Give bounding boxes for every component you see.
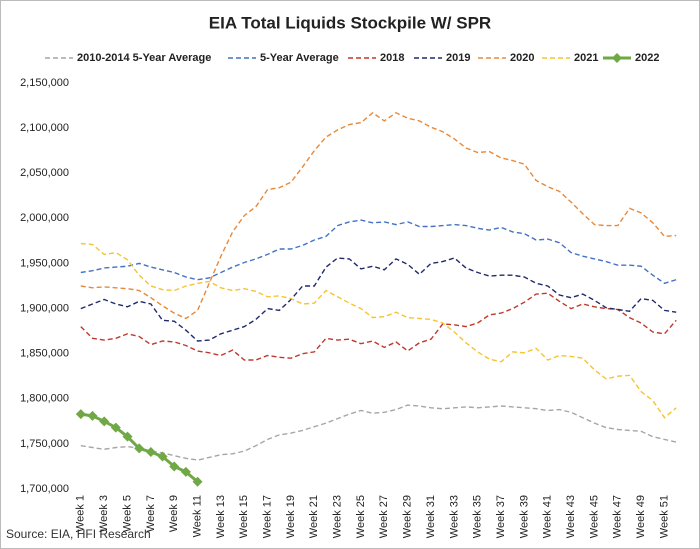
x-tick-label: Week 13 <box>215 495 227 538</box>
data-point <box>157 451 168 462</box>
y-tick-label: 2,150,000 <box>20 77 69 89</box>
data-point <box>134 443 145 454</box>
x-tick-label: Week 9 <box>168 495 180 532</box>
data-point <box>110 422 121 433</box>
data-point <box>87 410 98 421</box>
series-line <box>80 219 677 285</box>
data-point <box>180 466 191 477</box>
y-tick-label: 2,000,000 <box>20 212 69 224</box>
x-tick-label: Week 3 <box>98 495 110 532</box>
y-tick-label: 1,800,000 <box>20 393 69 405</box>
data-point <box>192 476 203 487</box>
x-tick-label: Week 41 <box>542 495 554 538</box>
legend-label: 2010-2014 5-Year Average <box>77 52 211 64</box>
chart-title: EIA Total Liquids Stockpile W/ SPR <box>209 13 491 32</box>
series-line <box>80 257 677 342</box>
y-tick-label: 2,050,000 <box>20 167 69 179</box>
data-point <box>145 447 156 458</box>
series-line <box>80 292 677 361</box>
data-point <box>75 409 86 420</box>
x-tick-label: Week 33 <box>448 495 460 538</box>
data-point <box>99 416 110 427</box>
y-tick-label: 2,100,000 <box>20 122 69 134</box>
data-point <box>122 431 133 442</box>
x-tick-label: Week 39 <box>518 495 530 538</box>
x-tick-label: Week 21 <box>308 495 320 538</box>
y-tick-label: 1,950,000 <box>20 257 69 269</box>
x-tick-label: Week 45 <box>588 495 600 538</box>
x-tick-label: Week 47 <box>612 495 624 538</box>
legend-label: 5-Year Average <box>260 52 339 64</box>
x-tick-label: Week 35 <box>472 495 484 538</box>
x-tick-label: Week 51 <box>658 495 670 538</box>
x-tick-label: Week 23 <box>332 495 344 538</box>
x-tick-label: Week 17 <box>262 495 274 538</box>
legend-label: 2021 <box>574 52 598 64</box>
x-tick-label: Week 49 <box>635 495 647 538</box>
x-tick-label: Week 11 <box>191 495 203 537</box>
legend-label: 2020 <box>510 52 534 64</box>
x-tick-label: Week 43 <box>565 495 577 538</box>
x-tick-label: Week 7 <box>145 495 157 532</box>
x-tick-label: Week 15 <box>238 495 250 538</box>
legend-label: 2022 <box>635 52 659 64</box>
x-tick-label: Week 5 <box>121 495 133 532</box>
x-tick-label: Week 37 <box>495 495 507 538</box>
series-line <box>80 404 677 461</box>
x-tick-label: Week 31 <box>425 495 437 538</box>
x-tick-label: Week 27 <box>378 495 390 538</box>
y-tick-label: 1,900,000 <box>20 302 69 314</box>
y-tick-label: 1,850,000 <box>20 348 69 360</box>
data-point <box>169 461 180 472</box>
source-note: Source: EIA, HFI Research <box>6 527 151 541</box>
y-tick-label: 1,750,000 <box>20 438 69 450</box>
x-tick-label: Week 1 <box>75 495 87 532</box>
y-tick-label: 1,700,000 <box>20 483 69 495</box>
legend-label: 2019 <box>446 52 470 64</box>
x-tick-label: Week 25 <box>355 495 367 538</box>
x-tick-label: Week 19 <box>285 495 297 538</box>
series-line <box>80 111 677 320</box>
legend-label: 2018 <box>380 52 404 64</box>
legend-marker <box>612 53 622 63</box>
x-tick-label: Week 29 <box>402 495 414 538</box>
